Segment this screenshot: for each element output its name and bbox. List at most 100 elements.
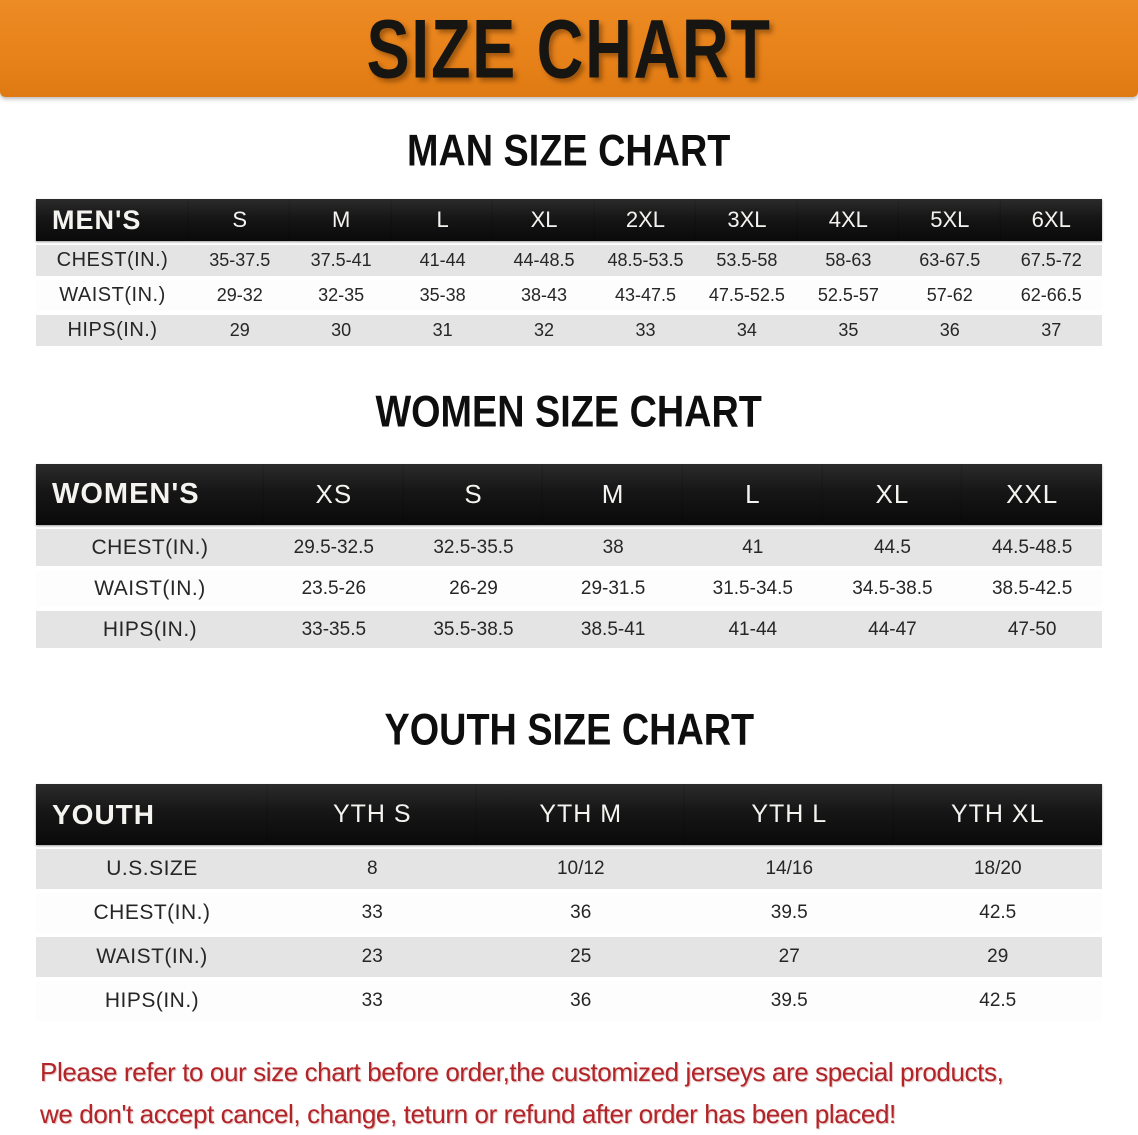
- table-cell: 57-62: [899, 280, 1001, 311]
- row-label: CHEST(IN.): [36, 529, 264, 566]
- table-cell: 29: [189, 315, 291, 346]
- table-cell: 33: [594, 315, 697, 346]
- column-header: 6XL: [1000, 199, 1102, 241]
- table-cell: 47.5-52.5: [696, 280, 798, 311]
- men-size-table: MEN'S S M L XL 2XL 3XL 4XL 5XL 6XL CHEST(IN.) 35-…: [36, 195, 1102, 350]
- table-cell: 35-37.5: [189, 245, 291, 276]
- row-label: HIPS(IN.): [36, 981, 268, 1021]
- table-cell: 35.5-38.5: [403, 611, 544, 648]
- table-cell: 32.5-35.5: [403, 529, 544, 566]
- women-section: WOMEN SIZE CHART WOMEN'S XS S M L XL XXL CHES…: [0, 386, 1138, 652]
- table-row: CHEST(IN.) 29.5-32.5 32.5-35.5 38 41 44.5 44.5…: [36, 529, 1102, 566]
- table-row: HIPS(IN.) 29 30 31 32 33 34 35 36 37: [36, 315, 1102, 346]
- table-cell: 34.5-38.5: [822, 570, 963, 607]
- table-cell: 29: [893, 937, 1102, 977]
- table-cell: 44.5: [822, 529, 963, 566]
- table-cell: 14/16: [685, 849, 894, 889]
- table-cell: 10/12: [476, 849, 685, 889]
- table-cell: 41: [682, 529, 823, 566]
- table-cell: 33: [268, 981, 477, 1021]
- table-cell: 23.5-26: [264, 570, 404, 607]
- table-cell: 39.5: [685, 981, 894, 1021]
- women-section-heading: WOMEN SIZE CHART: [0, 386, 1138, 437]
- column-header: 5XL: [899, 199, 1001, 241]
- men-section-heading: MAN SIZE CHART: [0, 125, 1138, 176]
- column-header: XXL: [962, 464, 1102, 525]
- youth-section-heading-text: YOUTH SIZE CHART: [384, 704, 754, 755]
- table-row: WAIST(IN.) 29-32 32-35 35-38 38-43 43-47.5 47.…: [36, 280, 1102, 311]
- youth-section: YOUTH SIZE CHART YOUTH YTH S YTH M YTH L YT…: [0, 704, 1138, 1025]
- column-header: XS: [264, 464, 404, 525]
- table-cell: 41-44: [391, 245, 494, 276]
- banner-title: SIZE CHART: [366, 0, 772, 96]
- column-header: YTH S: [268, 784, 477, 845]
- disclaimer-line-2: we don't accept cancel, change, teturn o…: [40, 1099, 896, 1130]
- row-label: WAIST(IN.): [36, 570, 264, 607]
- table-cell: 35: [797, 315, 900, 346]
- row-label: CHEST(IN.): [36, 245, 189, 276]
- table-cell: 47-50: [962, 611, 1102, 648]
- table-cell: 63-67.5: [899, 245, 1001, 276]
- column-header: 2XL: [594, 199, 697, 241]
- youth-corner-label: YOUTH: [36, 784, 268, 845]
- banner: SIZE CHART: [0, 0, 1138, 97]
- row-label: WAIST(IN.): [36, 937, 268, 977]
- column-header: 4XL: [797, 199, 900, 241]
- men-section: MAN SIZE CHART MEN'S S M L XL 2XL 3XL 4XL 5XL 6X…: [0, 125, 1138, 350]
- table-cell: 33-35.5: [264, 611, 404, 648]
- table-row: WAIST(IN.) 23.5-26 26-29 29-31.5 31.5-34.5 34…: [36, 570, 1102, 607]
- table-cell: 38-43: [493, 280, 595, 311]
- table-cell: 32: [493, 315, 595, 346]
- column-header: 3XL: [696, 199, 798, 241]
- women-size-table: WOMEN'S XS S M L XL XXL CHEST(IN.) 29.5-32.5 32…: [36, 460, 1102, 652]
- table-cell: 36: [476, 893, 685, 933]
- table-cell: 29.5-32.5: [264, 529, 404, 566]
- table-cell: 36: [476, 981, 685, 1021]
- column-header: XL: [822, 464, 963, 525]
- row-label: CHEST(IN.): [36, 893, 268, 933]
- column-header: L: [682, 464, 823, 525]
- table-cell: 62-66.5: [1000, 280, 1102, 311]
- column-header: M: [543, 464, 683, 525]
- table-cell: 35-38: [391, 280, 494, 311]
- table-row: HIPS(IN.) 33-35.5 35.5-38.5 38.5-41 41-44 44-…: [36, 611, 1102, 648]
- table-row: HIPS(IN.) 33 36 39.5 42.5: [36, 981, 1102, 1021]
- table-cell: 27: [685, 937, 894, 977]
- table-cell: 44-48.5: [493, 245, 595, 276]
- table-cell: 44.5-48.5: [962, 529, 1102, 566]
- table-cell: 18/20: [893, 849, 1102, 889]
- content: MAN SIZE CHART MEN'S S M L XL 2XL 3XL 4XL 5XL 6X…: [0, 125, 1138, 1025]
- women-header-row: WOMEN'S XS S M L XL XXL: [36, 464, 1102, 525]
- row-label: U.S.SIZE: [36, 849, 268, 889]
- table-cell: 44-47: [822, 611, 963, 648]
- table-cell: 26-29: [403, 570, 544, 607]
- table-cell: 36: [899, 315, 1001, 346]
- youth-size-table: YOUTH YTH S YTH M YTH L YTH XL U.S.SIZE 8 10/…: [36, 780, 1102, 1025]
- table-cell: 39.5: [685, 893, 894, 933]
- column-header: YTH XL: [893, 784, 1102, 845]
- table-cell: 25: [476, 937, 685, 977]
- women-corner-label: WOMEN'S: [36, 464, 264, 525]
- table-cell: 58-63: [797, 245, 900, 276]
- women-section-heading-text: WOMEN SIZE CHART: [375, 386, 763, 437]
- table-row: CHEST(IN.) 33 36 39.5 42.5: [36, 893, 1102, 933]
- table-cell: 29-31.5: [543, 570, 683, 607]
- row-label: WAIST(IN.): [36, 280, 189, 311]
- row-label: HIPS(IN.): [36, 611, 264, 648]
- table-cell: 42.5: [893, 893, 1102, 933]
- table-cell: 33: [268, 893, 477, 933]
- table-cell: 48.5-53.5: [594, 245, 697, 276]
- table-cell: 43-47.5: [594, 280, 697, 311]
- table-cell: 38.5-42.5: [962, 570, 1102, 607]
- table-cell: 67.5-72: [1000, 245, 1102, 276]
- youth-header-row: YOUTH YTH S YTH M YTH L YTH XL: [36, 784, 1102, 845]
- men-section-heading-text: MAN SIZE CHART: [407, 125, 731, 176]
- column-header: YTH L: [685, 784, 894, 845]
- table-row: WAIST(IN.) 23 25 27 29: [36, 937, 1102, 977]
- row-label: HIPS(IN.): [36, 315, 189, 346]
- column-header: XL: [493, 199, 595, 241]
- table-cell: 30: [290, 315, 392, 346]
- table-cell: 23: [268, 937, 477, 977]
- column-header: M: [290, 199, 392, 241]
